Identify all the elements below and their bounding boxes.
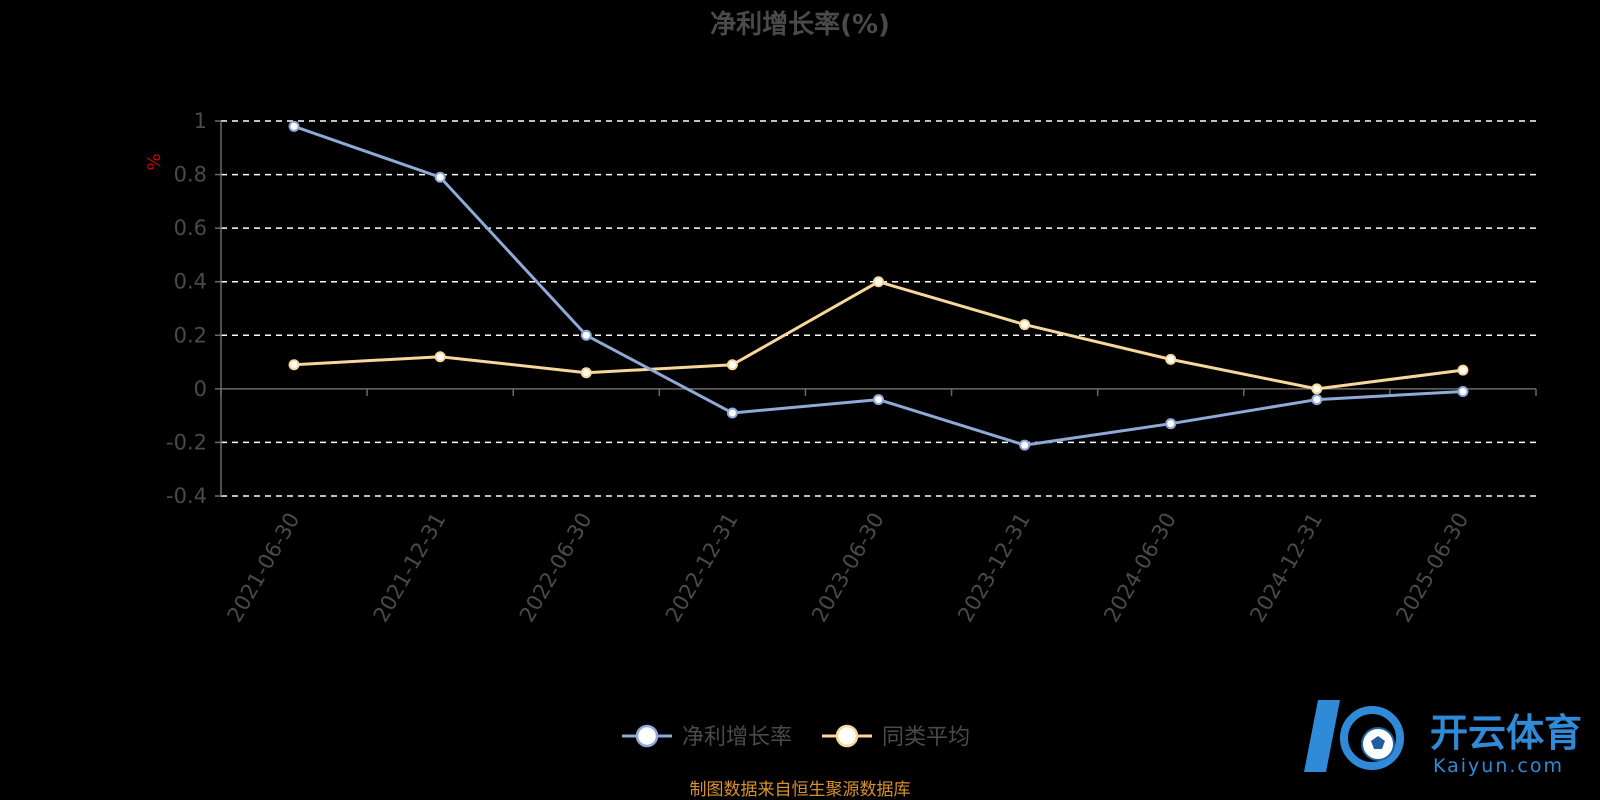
y-tick-label: 0.2 [174, 323, 207, 347]
legend-item-2[interactable]: 同类平均 [822, 724, 970, 750]
data-point[interactable] [1311, 394, 1323, 406]
x-tick-label: 2023-12-31 [953, 509, 1035, 627]
legend-label: 同类平均 [882, 725, 970, 750]
data-point[interactable] [288, 120, 300, 132]
chart-title: 净利增长率(%) [710, 9, 890, 40]
x-tick-label: 2021-06-30 [223, 509, 305, 627]
x-tick-label: 2023-06-30 [807, 509, 889, 627]
data-point[interactable] [1019, 319, 1031, 331]
logo-name-en: Kaiyun.com [1433, 755, 1564, 777]
x-tick-label: 2025-06-30 [1391, 509, 1473, 627]
data-source-note: 制图数据来自恒生聚源数据库 [690, 780, 911, 800]
series-2 [293, 280, 1464, 391]
x-tick-label: 2022-06-30 [515, 509, 597, 627]
data-point[interactable] [726, 407, 738, 419]
data-point[interactable] [1457, 364, 1469, 376]
legend-marker-icon [835, 724, 859, 748]
data-point[interactable] [580, 329, 592, 341]
data-point[interactable] [873, 276, 884, 288]
axes [215, 120, 1537, 497]
data-point[interactable] [726, 359, 738, 371]
series-layer [288, 120, 1469, 451]
x-tick-labels: 2021-06-30 2021-12-31 2022-06-30 2022-12-31… [223, 508, 1474, 626]
y-axis-unit: % [144, 153, 165, 170]
data-point[interactable] [1311, 383, 1323, 395]
y-tick-label: 0 [194, 377, 207, 401]
y-tick-label: 0.4 [174, 270, 207, 294]
x-tick-label: 2022-12-31 [661, 509, 743, 627]
y-tick-labels: -0.4 -0.2 0 0.2 0.4 0.6 0.8 1 [166, 109, 207, 508]
data-point[interactable] [873, 394, 884, 406]
x-tick-label: 2024-06-30 [1099, 509, 1181, 627]
legend-marker-icon [635, 724, 659, 748]
data-point[interactable] [434, 171, 446, 183]
logo-emblem [1304, 700, 1404, 772]
legend-item-1[interactable]: 净利增长率 [622, 724, 792, 750]
y-tick-label: 0.8 [174, 163, 207, 187]
y-tick-label: 1 [194, 109, 207, 133]
data-point[interactable] [434, 351, 446, 363]
data-point[interactable] [1165, 418, 1177, 430]
y-tick-label: 0.6 [174, 216, 207, 240]
legend-label: 净利增长率 [682, 725, 792, 750]
x-tick-label: 2024-12-31 [1245, 509, 1327, 627]
x-tick-label: 2021-12-31 [369, 508, 451, 626]
series-line [293, 280, 1464, 391]
logo-name-cn: 开云体育 [1430, 711, 1582, 755]
data-point[interactable] [1457, 386, 1469, 398]
series-1-points [288, 120, 1469, 451]
series-2-points [288, 276, 1469, 395]
grid-lines [221, 120, 1536, 497]
y-tick-label: -0.4 [166, 484, 207, 508]
data-point[interactable] [288, 359, 300, 371]
data-point[interactable] [1019, 439, 1031, 451]
legend[interactable]: 净利增长率 同类平均 [622, 724, 970, 750]
y-tick-label: -0.2 [166, 430, 207, 454]
data-point[interactable] [1165, 353, 1177, 365]
data-point[interactable] [580, 367, 592, 379]
watermark-logo: 开云体育 Kaiyun.com [1304, 700, 1582, 777]
